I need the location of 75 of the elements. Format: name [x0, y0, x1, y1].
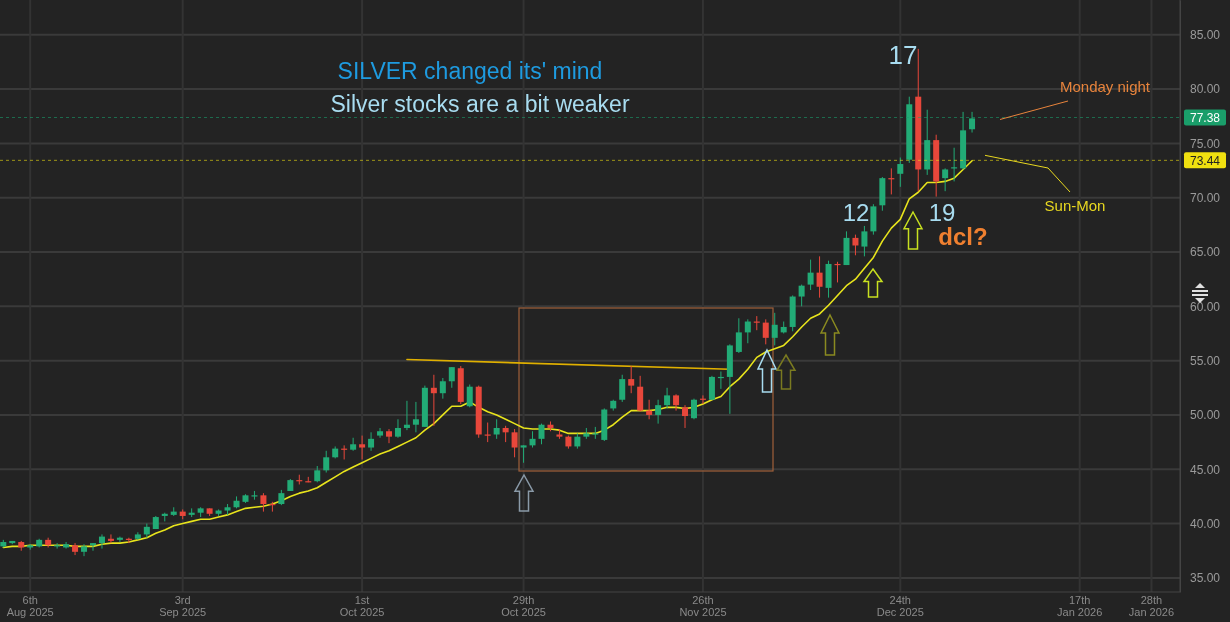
- candlestick: [511, 428, 518, 458]
- candlestick: [403, 400, 410, 431]
- x-tick-label: 1st Oct 2025: [339, 594, 385, 618]
- candlestick: [368, 431, 375, 452]
- y-tick-label: 60.00: [1190, 299, 1221, 314]
- candlestick: [63, 541, 70, 550]
- x-tick-label: 6th Aug 2025: [6, 594, 54, 618]
- y-tick-label: 70.00: [1190, 191, 1221, 206]
- candlestick: [771, 312, 778, 346]
- candlestick: [493, 418, 500, 440]
- annotation: Monday night: [1059, 78, 1151, 95]
- candlestick: [90, 542, 96, 552]
- candlestick: [439, 377, 446, 400]
- candlestick: [798, 284, 805, 307]
- candlestick: [116, 536, 123, 543]
- candlestick: [619, 374, 626, 403]
- candlestick: [735, 317, 742, 354]
- x-tick-label: 26th Nov 2025: [679, 594, 727, 618]
- candlestick: [708, 375, 715, 401]
- candlestick: [762, 318, 769, 345]
- candlestick: [682, 404, 689, 429]
- candlestick: [260, 492, 267, 513]
- x-tick-label: 28th Jan 2026: [1128, 594, 1175, 618]
- candlestick: [350, 437, 357, 452]
- x-tick-label: 17th Jan 2026: [1057, 594, 1103, 618]
- candlestick: [448, 366, 455, 389]
- candlestick: [825, 260, 832, 299]
- candlestick: [744, 318, 751, 344]
- text: SILVER changed its' mind: [337, 58, 603, 84]
- annotation: Sun-Mon: [1044, 197, 1106, 214]
- x-tick-label: 29th Oct 2025: [501, 594, 546, 618]
- candlestick: [466, 384, 473, 408]
- candlestick: [646, 399, 653, 420]
- y-tick-label: 40.00: [1190, 516, 1221, 531]
- candlestick: [861, 225, 868, 257]
- y-tick-label: 35.00: [1190, 571, 1221, 586]
- candlestick: [394, 418, 401, 439]
- candlestick: [807, 259, 814, 291]
- y-tick-label: 50.00: [1190, 408, 1221, 423]
- y-tick-label: 55.00: [1190, 353, 1221, 368]
- ref-line-label: 73.44: [1189, 153, 1221, 168]
- candlestick: [484, 422, 491, 443]
- y-tick-label: 45.00: [1190, 462, 1221, 477]
- y-tick-label: 85.00: [1190, 28, 1221, 43]
- candlestick: [377, 427, 384, 439]
- candlestick: [323, 450, 330, 474]
- candlestick: [942, 167, 949, 192]
- candlestick: [98, 533, 105, 550]
- x-tick-label: 24th Dec 2025: [876, 594, 924, 618]
- candlestick: [538, 423, 545, 445]
- candlestick: [412, 401, 419, 433]
- annotation: dcl?: [938, 223, 988, 250]
- candlestick: [897, 157, 904, 188]
- candlestick: [637, 375, 644, 413]
- y-tick-label: 65.00: [1190, 245, 1221, 260]
- candlestick: [628, 365, 635, 394]
- ref-line-label: 77.38: [1189, 111, 1221, 126]
- candlestick: [852, 234, 859, 256]
- candlestick: [81, 543, 88, 557]
- annotation: 12: [842, 199, 870, 226]
- y-tick-label: 80.00: [1190, 82, 1221, 97]
- candlestick: [664, 387, 671, 409]
- candlestick: [655, 399, 662, 425]
- candlestick: [107, 533, 114, 544]
- candlestick: [430, 374, 437, 427]
- candlestick: [690, 398, 697, 420]
- candlestick: [816, 255, 823, 299]
- x-tick-label: 3rd Sep 2025: [159, 594, 207, 618]
- text: Silver stocks are a bit weaker: [330, 91, 630, 117]
- annotation: 19: [928, 199, 956, 226]
- annotation: 17: [888, 40, 918, 70]
- candlestick: [359, 435, 366, 460]
- y-tick-label: 75.00: [1190, 136, 1221, 151]
- candlestick: [386, 428, 393, 444]
- candlestick: [969, 111, 976, 134]
